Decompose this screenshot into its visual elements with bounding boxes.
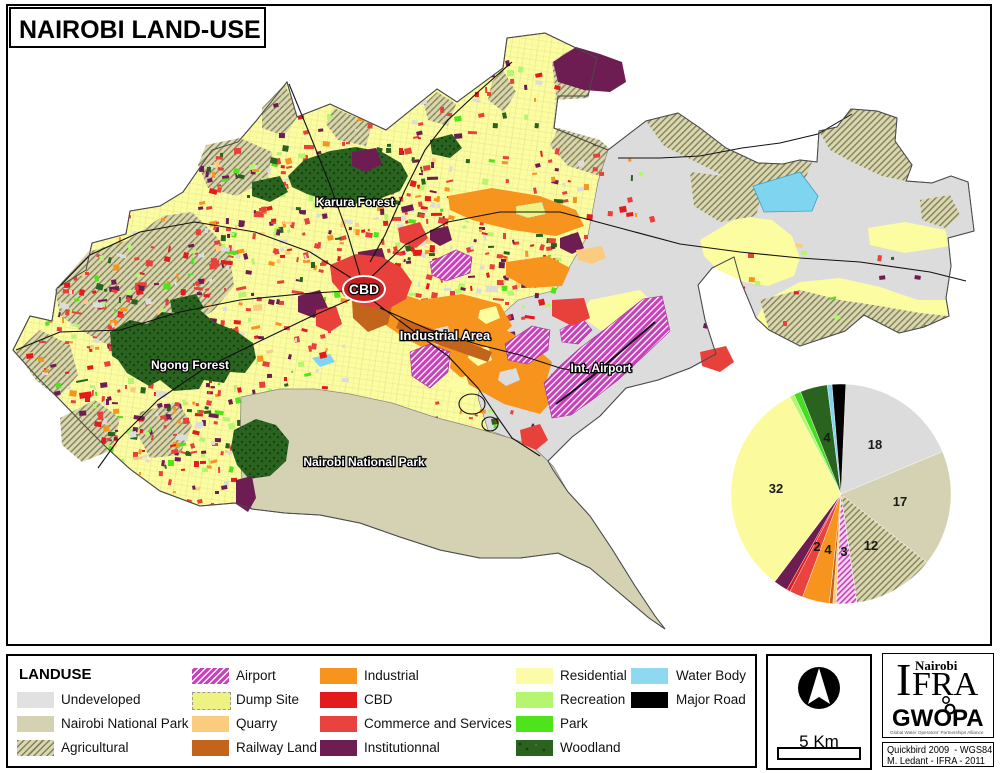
svg-text:Nairobi National Park: Nairobi National Park [303,455,425,469]
svg-text:Industrial Area: Industrial Area [400,328,491,343]
svg-text:18: 18 [868,437,882,452]
svg-text:Ngong Forest: Ngong Forest [151,358,229,372]
svg-text:3: 3 [840,544,847,559]
svg-text:Int. Airport: Int. Airport [571,361,632,375]
svg-text:4: 4 [824,542,832,557]
svg-text:GWOPA: GWOPA [892,705,984,732]
svg-text:17: 17 [893,494,907,509]
svg-text:2: 2 [813,539,820,554]
svg-text:5 Km: 5 Km [799,732,839,751]
svg-text:Nairobi: Nairobi [915,658,958,673]
svg-text:CBD: CBD [349,281,379,297]
svg-text:Global Water Operators' Partne: Global Water Operators' Partnerships All… [890,730,984,735]
svg-text:4: 4 [823,430,831,445]
svg-text:12: 12 [864,538,878,553]
svg-text:I: I [896,654,911,705]
svg-text:Karura Forest: Karura Forest [316,195,395,209]
svg-text:32: 32 [769,481,783,496]
